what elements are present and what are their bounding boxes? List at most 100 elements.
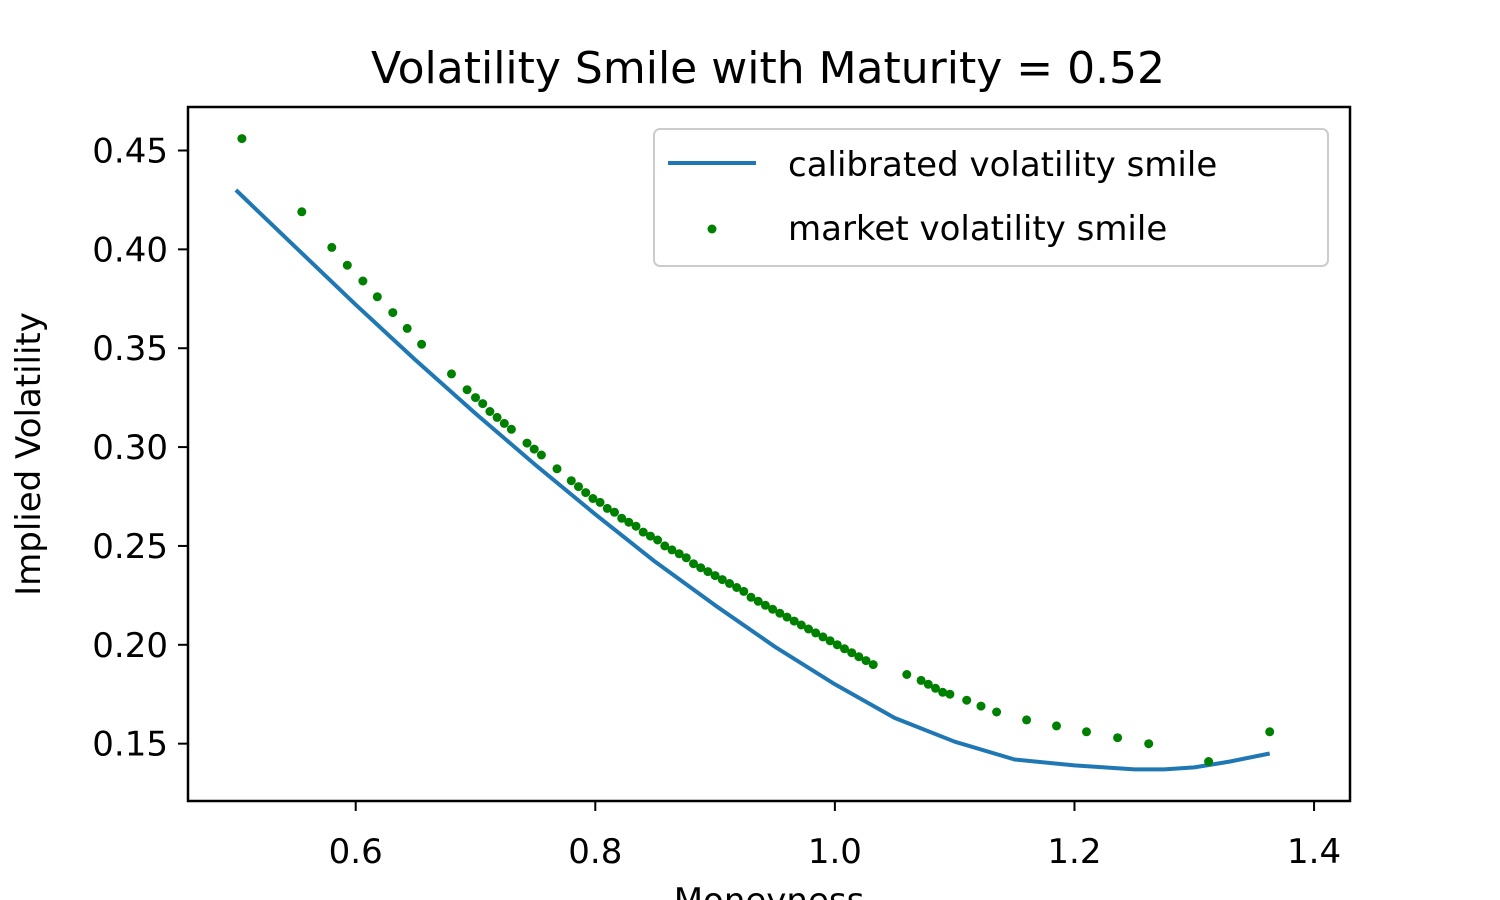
market-smile-point (660, 541, 670, 551)
market-smile-point (327, 242, 337, 252)
market-smile-point (732, 583, 742, 592)
market-smile-point (696, 563, 706, 573)
market-smile-point (529, 444, 539, 454)
market-smile-point (499, 418, 509, 428)
market-smile-point (1265, 727, 1275, 737)
market-smile-point (796, 620, 806, 630)
market-smile-point (588, 494, 598, 503)
market-smile-point (574, 482, 583, 492)
chart-title: Volatility Smile with Maturity = 0.52 (371, 43, 1165, 94)
y-axis-label: Implied Volatility (9, 312, 49, 596)
market-smile-point (840, 644, 849, 654)
market-smile-point (342, 260, 352, 270)
market-smile-point (237, 134, 247, 144)
market-smile-point (566, 476, 576, 486)
market-smile-point (760, 600, 770, 610)
market-smile-point (478, 399, 488, 409)
market-smile-point (962, 695, 972, 705)
market-smile-point (595, 497, 605, 507)
market-smile-point (402, 323, 412, 333)
legend-label-calibrated: calibrated volatility smile (788, 145, 1217, 185)
y-axis: 0.15 0.20 0.25 0.30 0.35 0.40 0.45 (92, 131, 188, 765)
market-smile-point (923, 679, 933, 689)
market-smile-point (931, 683, 940, 693)
market-smile-point (861, 656, 871, 666)
market-smile-point (775, 608, 785, 618)
market-smile-point (536, 450, 546, 460)
market-smile-point (610, 507, 619, 517)
market-smile-point (297, 207, 307, 217)
x-tick-label: 1.0 (808, 832, 862, 872)
market-smile-point (768, 604, 778, 614)
legend: calibrated volatility smile market volat… (653, 128, 1329, 267)
market-smile-point (1204, 757, 1214, 766)
market-smile-point (624, 517, 634, 527)
market-smile-point (506, 424, 516, 434)
market-smile-point (739, 586, 749, 596)
market-smile-point (710, 571, 720, 581)
market-smile-point (681, 553, 691, 563)
x-tick-label: 0.6 (329, 832, 383, 872)
market-smile-point (1052, 721, 1061, 731)
x-tick-label: 0.8 (568, 832, 622, 872)
market-smile-point (1144, 739, 1154, 749)
plot-frame (186, 105, 1352, 803)
market-smile-point (782, 612, 792, 622)
y-tick-label: 0.35 (92, 329, 168, 369)
market-smile-point (847, 648, 857, 658)
market-smile-point (358, 276, 368, 286)
market-smile-point (717, 575, 727, 585)
market-smile-point (492, 412, 502, 422)
market-smile-point (667, 545, 677, 555)
market-smile-point (522, 438, 532, 448)
market-smile-point (653, 535, 663, 545)
market-smile-point (1022, 715, 1032, 725)
market-smile-point (916, 675, 926, 685)
market-smile-point (689, 559, 698, 569)
market-smile-point (1082, 727, 1091, 737)
market-smile-point (868, 660, 878, 670)
market-smile-point (1113, 733, 1123, 743)
market-smile-point (602, 503, 612, 513)
market-smile-point (581, 488, 591, 498)
market-smile-point (372, 292, 382, 302)
x-axis: 0.6 0.8 1.0 1.2 1.4 (329, 801, 1341, 872)
market-smile-point (789, 616, 799, 626)
y-tick-label: 0.25 (92, 527, 168, 567)
x-axis-label: Moneyness (674, 881, 865, 900)
legend-dot-swatch (707, 224, 717, 234)
market-smile-point (945, 689, 955, 699)
market-smile-point (725, 579, 734, 588)
y-tick-label: 0.30 (92, 428, 168, 468)
market-smile-point (631, 521, 641, 531)
y-tick-label: 0.40 (92, 230, 168, 270)
plot-area (234, 134, 1275, 772)
market-smile-point (485, 407, 495, 416)
market-smile-point (388, 308, 398, 318)
y-tick-label: 0.45 (92, 131, 168, 171)
market-smile-point (753, 596, 763, 606)
market-smile-point (804, 624, 813, 634)
market-smile-point (832, 640, 842, 650)
market-smile-point (902, 670, 912, 679)
market-smile-point (645, 531, 655, 541)
market-smile-point (703, 567, 713, 577)
market-smile-point (818, 632, 828, 642)
calibrated-smile-line (234, 188, 1271, 772)
x-tick-label: 1.2 (1047, 832, 1101, 872)
market-smile-point (552, 464, 562, 474)
market-smile-point (976, 701, 986, 711)
market-smile-point (638, 527, 648, 537)
market-smile-point (471, 393, 480, 403)
market-smile-point (447, 369, 456, 379)
x-tick-label: 1.4 (1287, 832, 1341, 872)
y-tick-label: 0.20 (92, 626, 168, 666)
market-smile-point (617, 513, 627, 523)
market-smile-point (854, 652, 864, 662)
market-smile-point (825, 636, 835, 646)
legend-label-market: market volatility smile (788, 209, 1167, 249)
market-smile-point (462, 385, 472, 395)
legend-box (653, 128, 1329, 267)
y-tick-label: 0.15 (92, 725, 168, 765)
